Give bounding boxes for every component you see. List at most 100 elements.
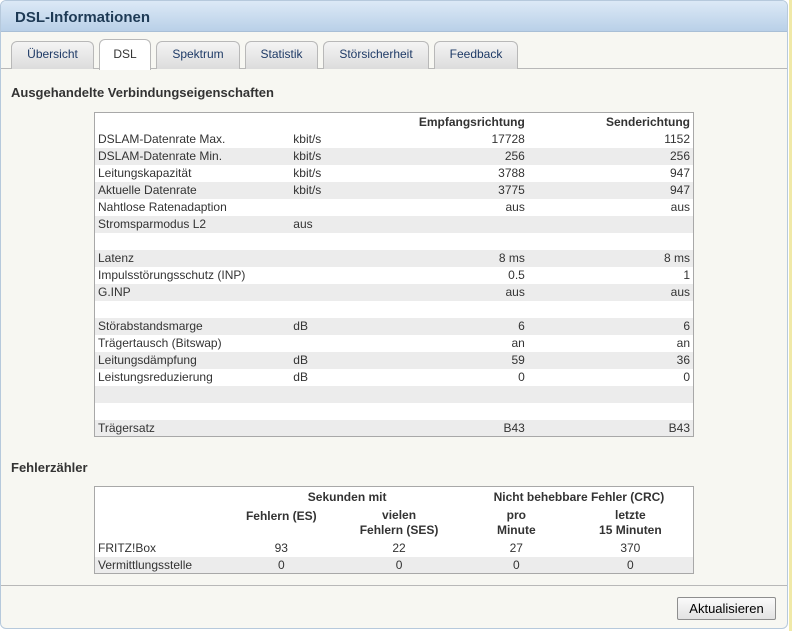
property-row bbox=[94, 385, 694, 403]
properties-header-row: Empfangsrichtung Senderichtung bbox=[95, 113, 694, 131]
property-receive-value: 17728 bbox=[491, 132, 525, 146]
tab-dsl[interactable]: DSL bbox=[99, 39, 151, 70]
property-send-value: 1152 bbox=[664, 132, 690, 146]
properties-table: Empfangsrichtung Senderichtung DSLAM-Dat… bbox=[94, 112, 694, 437]
es-value: 93 bbox=[274, 541, 288, 555]
header-receive: Empfangsrichtung bbox=[418, 114, 525, 129]
property-label: Leitungsdämpfung bbox=[94, 351, 291, 369]
property-unit bbox=[290, 233, 380, 250]
property-receive-value: 0 bbox=[518, 370, 525, 384]
property-receive-value: 59 bbox=[380, 351, 528, 369]
property-row: G.INP aus aus bbox=[94, 283, 694, 301]
property-row: Impulsstörungsschutz (INP) 0.5 1 bbox=[95, 267, 694, 284]
property-row: Leitungsdämpfung dB 59 36 bbox=[94, 351, 694, 369]
property-unit: dB bbox=[293, 370, 308, 384]
tab-bar: Übersicht DSL Spektrum Statistik Störsic… bbox=[1, 32, 787, 70]
property-row: Latenz 8 ms 8 ms bbox=[94, 249, 694, 267]
tab-stoersicherheit[interactable]: Störsicherheit bbox=[323, 41, 429, 69]
error-row: FRITZ!Box 93 22 27 370 bbox=[95, 540, 694, 557]
tab-spektrum[interactable]: Spektrum bbox=[156, 41, 240, 69]
property-receive-value: B43 bbox=[380, 419, 528, 437]
property-receive-value: 3788 bbox=[498, 166, 525, 180]
property-receive-value: aus bbox=[380, 283, 528, 301]
property-label bbox=[95, 301, 291, 318]
ses-value: 22 bbox=[392, 541, 406, 555]
property-unit: kbit/s bbox=[293, 166, 322, 180]
property-row bbox=[95, 403, 694, 420]
property-row: Trägertausch (Bitswap) an an bbox=[95, 335, 694, 352]
property-label: Leitungskapazität bbox=[98, 166, 192, 180]
tab-statistik[interactable]: Statistik bbox=[245, 41, 318, 69]
error-row: Vermittlungsstelle 0 0 0 0 bbox=[94, 556, 694, 574]
window-title: DSL-Informationen bbox=[15, 9, 150, 26]
property-receive-value: 3775 bbox=[380, 181, 528, 199]
property-send-value bbox=[527, 385, 694, 403]
property-row bbox=[95, 233, 694, 250]
property-send-value: 6 bbox=[527, 317, 694, 335]
property-unit bbox=[290, 419, 381, 437]
refresh-button[interactable]: Aktualisieren bbox=[677, 597, 776, 620]
property-label: DSLAM-Datenrate Max. bbox=[98, 132, 226, 146]
property-label: Störabstandsmarge bbox=[94, 317, 291, 335]
property-receive-value bbox=[380, 215, 528, 233]
property-unit bbox=[290, 283, 381, 301]
crc-minute-value: 0 bbox=[464, 556, 568, 574]
properties-heading: Ausgehandelte Verbindungseigenschaften bbox=[11, 85, 274, 100]
property-receive-value: 6 bbox=[380, 317, 528, 335]
property-unit bbox=[290, 267, 380, 284]
property-row: DSLAM-Datenrate Min. kbit/s 256 256 bbox=[94, 147, 694, 165]
property-send-value: 8 ms bbox=[527, 249, 694, 267]
property-unit bbox=[290, 335, 380, 352]
property-send-value bbox=[528, 233, 694, 250]
property-send-value: 947 bbox=[669, 166, 690, 180]
property-unit: dB bbox=[290, 317, 381, 335]
property-receive-value bbox=[380, 233, 528, 250]
property-row: Aktuelle Datenrate kbit/s 3775 947 bbox=[94, 181, 694, 199]
property-label: Nahtlose Ratenadaption bbox=[98, 200, 227, 214]
group-crc: Nicht behebbare Fehler (CRC) bbox=[493, 490, 665, 505]
property-send-value: B43 bbox=[527, 419, 694, 437]
error-counter-table: Sekunden mit Nicht behebbare Fehler (CRC… bbox=[94, 486, 694, 574]
property-label bbox=[95, 233, 291, 250]
property-receive-value: 0.5 bbox=[508, 268, 525, 282]
property-send-value: 36 bbox=[527, 351, 694, 369]
footer-divider bbox=[1, 585, 787, 586]
property-receive-value: 256 bbox=[380, 147, 528, 165]
property-label bbox=[94, 385, 291, 403]
property-send-value: 256 bbox=[527, 147, 694, 165]
crc-minute-value: 27 bbox=[509, 541, 523, 555]
tab-feedback[interactable]: Feedback bbox=[434, 41, 518, 69]
errors-heading: Fehlerzähler bbox=[11, 460, 88, 475]
property-label bbox=[95, 403, 291, 420]
property-row: Stromsparmodus L2 aus bbox=[94, 215, 694, 233]
es-value: 0 bbox=[229, 556, 334, 574]
property-receive-value: 8 ms bbox=[380, 249, 528, 267]
property-send-value: 947 bbox=[527, 181, 694, 199]
col-crc-15min: letzte 15 Minuten bbox=[599, 507, 662, 537]
property-send-value: aus bbox=[670, 200, 690, 214]
crc-15min-value: 0 bbox=[567, 556, 694, 574]
property-row: Leistungsreduzierung dB 0 0 bbox=[95, 369, 694, 386]
property-label: Stromsparmodus L2 bbox=[94, 215, 291, 233]
col-crc-minute: pro Minute bbox=[496, 507, 536, 537]
property-receive-value: aus bbox=[505, 200, 525, 214]
property-label: DSLAM-Datenrate Min. bbox=[94, 147, 291, 165]
property-label: Aktuelle Datenrate bbox=[94, 181, 291, 199]
property-label: Trägertausch (Bitswap) bbox=[98, 336, 222, 350]
tab-uebersicht[interactable]: Übersicht bbox=[11, 41, 94, 69]
property-row: Störabstandsmarge dB 6 6 bbox=[94, 317, 694, 335]
property-unit: kbit/s bbox=[290, 147, 381, 165]
property-label: Impulsstörungsschutz (INP) bbox=[98, 268, 246, 282]
window-edge bbox=[789, 0, 792, 631]
property-unit bbox=[290, 403, 380, 420]
property-send-value: aus bbox=[527, 283, 694, 301]
property-send-value: an bbox=[676, 336, 690, 350]
property-unit: kbit/s bbox=[293, 132, 322, 146]
property-unit bbox=[290, 249, 381, 267]
property-label: G.INP bbox=[94, 283, 291, 301]
property-row: DSLAM-Datenrate Max. kbit/s 17728 1152 bbox=[95, 131, 694, 148]
property-unit bbox=[290, 199, 380, 216]
property-send-value bbox=[528, 301, 694, 318]
error-row-label: Vermittlungsstelle bbox=[94, 556, 230, 574]
property-label: Latenz bbox=[94, 249, 291, 267]
